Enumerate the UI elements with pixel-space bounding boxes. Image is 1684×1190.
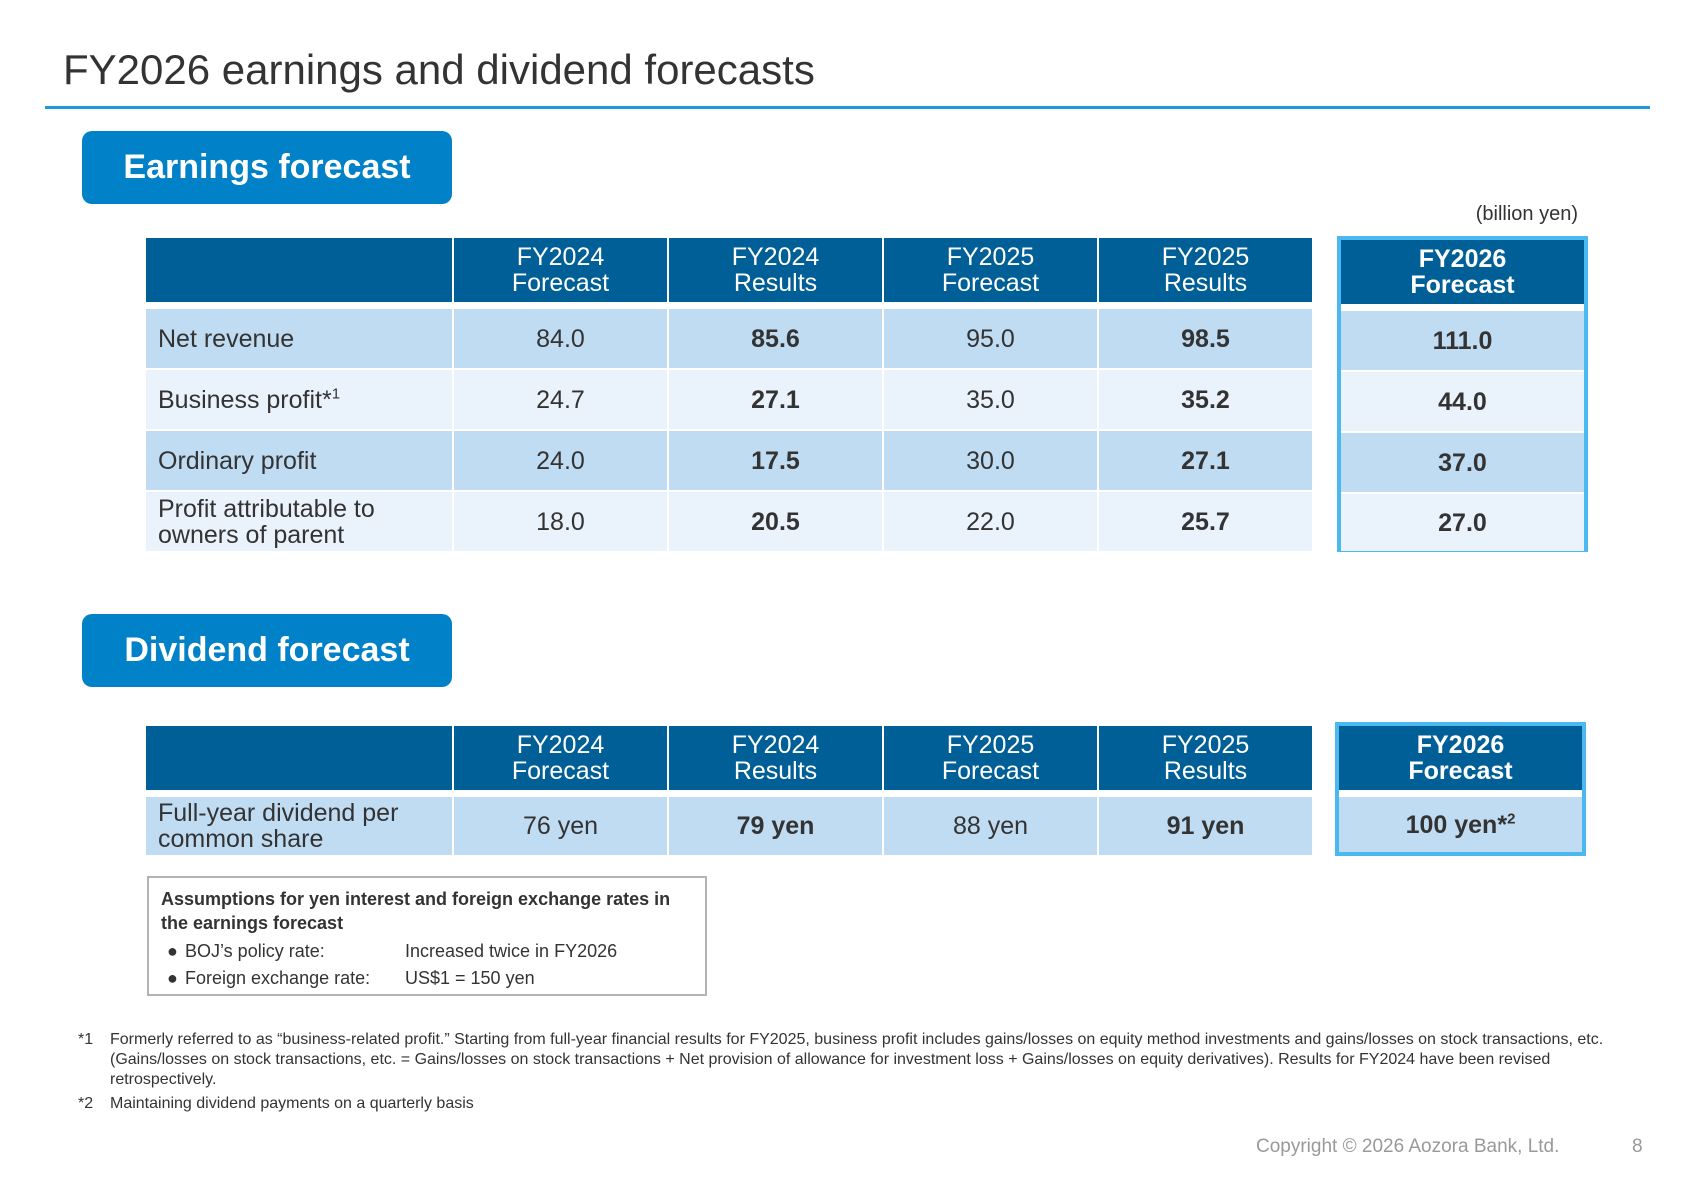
column-header: FY2024 Forecast <box>454 726 669 792</box>
fy2026-cell: 44.0 <box>1341 372 1584 433</box>
table-cell: 27.1 <box>1099 431 1314 492</box>
footnote-mark: *2 <box>78 1095 94 1112</box>
table-cell: 27.1 <box>669 370 884 431</box>
list-item: ● Foreign exchange rate: US$1 = 150 yen <box>161 967 693 989</box>
footnote-text: Maintaining dividend payments on a quart… <box>110 1095 474 1112</box>
table-cell: 98.5 <box>1099 309 1314 370</box>
table-cell: 35.0 <box>884 370 1099 431</box>
table-cell: 17.5 <box>669 431 884 492</box>
fy2026-header: FY2026 Forecast <box>1339 726 1582 792</box>
column-header: FY2024 Forecast <box>454 238 669 304</box>
dividend-table: FY2024 Forecast FY2024 Results FY2025 Forec… <box>146 726 1314 857</box>
column-header: FY2025 Forecast <box>884 238 1099 304</box>
title-divider <box>45 106 1650 109</box>
footnotes: *1 Formerly referred to as “business-rel… <box>78 1030 1608 1118</box>
column-header: FY2024 Results <box>669 238 884 304</box>
assumptions-box: Assumptions for yen interest and foreign… <box>147 876 707 996</box>
footnote-text: Formerly referred to as “business-relate… <box>110 1031 1604 1088</box>
table-cell: 95.0 <box>884 309 1099 370</box>
page-title: FY2026 earnings and dividend forecasts <box>63 46 815 93</box>
assumptions-title: Assumptions for yen interest and foreign… <box>161 889 671 933</box>
bullet-icon: ● <box>167 968 178 988</box>
table-cell: 85.6 <box>669 309 884 370</box>
table-cell: 30.0 <box>884 431 1099 492</box>
page-number: 8 <box>1632 1136 1643 1157</box>
column-header: FY2024 Results <box>669 726 884 792</box>
table-cell: 76 yen <box>454 797 669 857</box>
fy2026-earnings-highlight: FY2026 Forecast 111.0 44.0 37.0 27.0 <box>1337 236 1588 552</box>
footnote-mark: *1 <box>78 1031 94 1048</box>
row-label: Full-year dividend per common share <box>146 797 454 857</box>
row-label: Net revenue <box>146 309 454 370</box>
table-row: Profit attributable to owners of parent … <box>146 492 1314 553</box>
table-row: Ordinary profit 24.0 17.5 30.0 27.1 <box>146 431 1314 492</box>
table-cell: 84.0 <box>454 309 669 370</box>
table-cell: 18.0 <box>454 492 669 553</box>
fy2026-cell: 37.0 <box>1341 433 1584 494</box>
table-cell: 79 yen <box>669 797 884 857</box>
column-header: FY2025 Forecast <box>884 726 1099 792</box>
fy2026-cell: 27.0 <box>1341 494 1584 551</box>
table-cell: 24.0 <box>454 431 669 492</box>
footnote: *1 Formerly referred to as “business-rel… <box>78 1030 1608 1090</box>
list-item: ● BOJ’s policy rate: Increased twice in … <box>161 940 693 962</box>
row-label: Profit attributable to owners of parent <box>146 492 454 553</box>
assumption-value: Increased twice in FY2026 <box>405 941 618 961</box>
bullet-icon: ● <box>167 941 178 961</box>
table-row: Net revenue 84.0 85.6 95.0 98.5 <box>146 309 1314 370</box>
row-label: Business profit*1 <box>146 370 454 431</box>
table-cell: 35.2 <box>1099 370 1314 431</box>
assumption-key: Foreign exchange rate: <box>185 968 371 988</box>
table-cell: 91 yen <box>1099 797 1314 857</box>
table-header-row: FY2024 Forecast FY2024 Results FY2025 Forec… <box>146 726 1314 792</box>
table-cell: 22.0 <box>884 492 1099 553</box>
row-label: Ordinary profit <box>146 431 454 492</box>
fy2026-cell: 100 yen*2 <box>1339 797 1582 852</box>
assumption-key: BOJ’s policy rate: <box>185 941 325 961</box>
table-cell: 88 yen <box>884 797 1099 857</box>
earnings-section-label: Earnings forecast <box>82 131 452 204</box>
fy2026-cell: 111.0 <box>1341 311 1584 372</box>
table-row: Business profit*1 24.7 27.1 35.0 35.2 <box>146 370 1314 431</box>
table-row: Full-year dividend per common share 76 y… <box>146 797 1314 857</box>
assumption-value: US$1 = 150 yen <box>405 968 535 988</box>
table-cell: 25.7 <box>1099 492 1314 553</box>
fy2026-header: FY2026 Forecast <box>1341 240 1584 306</box>
table-cell: 20.5 <box>669 492 884 553</box>
earnings-table: FY2024 Forecast FY2024 Results FY2025 Forec… <box>146 238 1314 553</box>
table-header-row: FY2024 Forecast FY2024 Results FY2025 Forec… <box>146 238 1314 304</box>
copyright: Copyright © 2026 Aozora Bank, Ltd. <box>1256 1136 1560 1157</box>
dividend-section-label: Dividend forecast <box>82 614 452 687</box>
header-blank-cell <box>146 238 454 304</box>
table-cell: 24.7 <box>454 370 669 431</box>
column-header: FY2025 Results <box>1099 726 1314 792</box>
unit-label: (billion yen) <box>1475 203 1578 225</box>
footnote: *2 Maintaining dividend payments on a qu… <box>78 1094 1608 1114</box>
fy2026-dividend-highlight: FY2026 Forecast 100 yen*2 <box>1335 722 1586 856</box>
header-blank-cell <box>146 726 454 792</box>
column-header: FY2025 Results <box>1099 238 1314 304</box>
